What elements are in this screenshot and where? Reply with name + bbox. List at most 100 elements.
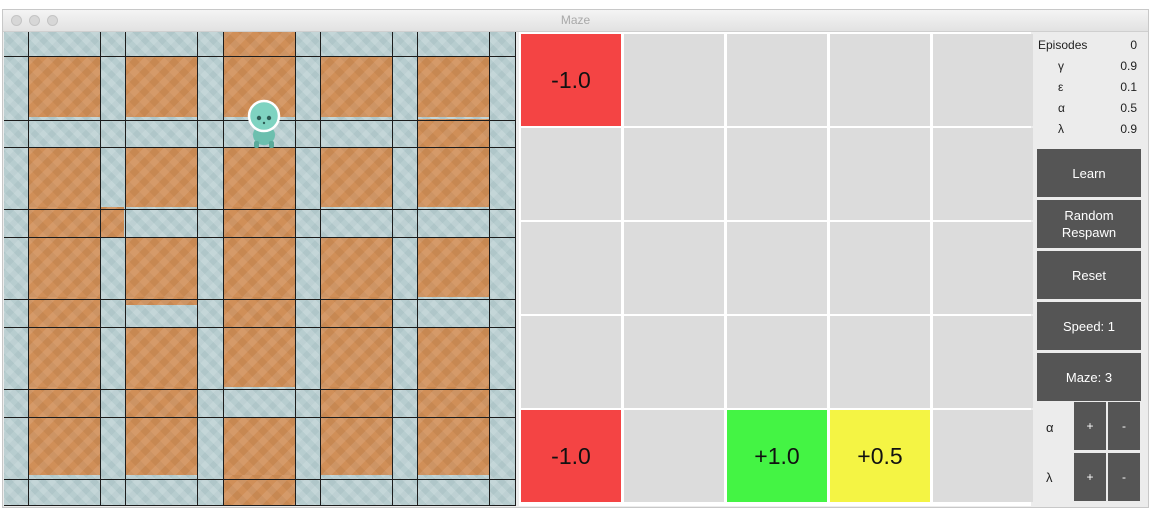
floor-tile <box>417 57 489 117</box>
value-cell: +1.0 <box>727 410 827 502</box>
value-grid: -1.0 -1.0 +1.0 +0.5 <box>519 32 1033 506</box>
floor-tile <box>320 417 392 475</box>
floor-tile <box>417 147 489 207</box>
floor-tile <box>320 57 392 117</box>
maze-grid-line <box>4 209 516 210</box>
value-cell <box>727 34 827 126</box>
maze-grid-line <box>4 56 516 57</box>
value-cell <box>624 316 724 408</box>
value-cell <box>933 316 1033 408</box>
alpha-decrease-button[interactable]: - <box>1108 402 1140 450</box>
floor-passage <box>223 207 295 237</box>
stat-label: λ <box>1058 122 1064 136</box>
value-cell <box>727 316 827 408</box>
stat-label: Episodes <box>1038 38 1088 52</box>
floor-tile <box>28 57 100 117</box>
value-cell <box>933 222 1033 314</box>
stat-value: 0.9 <box>1120 59 1137 73</box>
stat-row: Episodes 0 <box>1034 38 1147 58</box>
value-cell <box>624 222 724 314</box>
stat-row: γ 0.9 <box>1034 59 1147 79</box>
close-window-button[interactable] <box>11 15 22 26</box>
lambda-param-label: λ <box>1046 470 1053 485</box>
value-cell <box>727 222 827 314</box>
floor-passage <box>125 297 197 305</box>
floor-tile <box>28 417 100 475</box>
floor-passage <box>417 119 489 147</box>
floor-tile <box>125 237 197 297</box>
stat-row: λ 0.9 <box>1034 122 1147 142</box>
stat-value: 0.1 <box>1120 80 1137 94</box>
value-cell <box>830 316 930 408</box>
maze-grid-line <box>320 32 321 506</box>
floor-passage <box>223 32 295 57</box>
floor-tile <box>125 327 197 387</box>
value-cell <box>521 222 621 314</box>
speed-button[interactable]: Speed: 1 <box>1037 302 1141 350</box>
stat-row: ε 0.1 <box>1034 80 1147 100</box>
alpha-increase-button[interactable]: + <box>1074 402 1106 450</box>
maze-grid-line <box>4 327 516 328</box>
floor-tile <box>125 417 197 475</box>
learn-button[interactable]: Learn <box>1037 149 1141 197</box>
maze-grid-line <box>417 32 418 506</box>
value-cell <box>830 222 930 314</box>
value-cell: -1.0 <box>521 34 621 126</box>
floor-passage <box>125 387 197 417</box>
value-cell <box>624 34 724 126</box>
maze-grid-line <box>295 32 296 506</box>
floor-tile <box>417 327 489 387</box>
lambda-decrease-button[interactable]: - <box>1108 453 1140 501</box>
alpha-param-label: α <box>1046 420 1054 435</box>
reset-button[interactable]: Reset <box>1037 251 1141 299</box>
value-cell <box>624 410 724 502</box>
maze-grid-line <box>125 32 126 506</box>
maze-grid-line <box>197 32 198 506</box>
stat-value: 0.9 <box>1120 122 1137 136</box>
maze-grid-line <box>28 32 29 506</box>
value-cell <box>521 128 621 220</box>
floor-passage <box>28 207 124 237</box>
floor-tile <box>125 147 197 207</box>
maze-grid-line <box>4 299 516 300</box>
floor-passage <box>28 387 100 417</box>
stat-label: ε <box>1058 80 1064 94</box>
maze-grid-line <box>515 32 516 506</box>
maze-button[interactable]: Maze: 3 <box>1037 353 1141 401</box>
floor-tile <box>320 147 392 207</box>
lambda-increase-button[interactable]: + <box>1074 453 1106 501</box>
maze-grid-line <box>100 32 101 506</box>
agent-icon <box>247 99 281 148</box>
maze-grid-line <box>4 389 516 390</box>
maze-grid-line <box>4 147 516 148</box>
value-cell: -1.0 <box>521 410 621 502</box>
maze-grid-line <box>4 417 516 418</box>
minimize-window-button[interactable] <box>29 15 40 26</box>
maze-grid-line <box>4 237 516 238</box>
value-cell: +0.5 <box>830 410 930 502</box>
value-cell <box>727 128 827 220</box>
zoom-window-button[interactable] <box>47 15 58 26</box>
maze-grid-line <box>4 505 516 506</box>
floor-passage <box>320 297 392 327</box>
floor-tile <box>223 417 295 475</box>
random-respawn-button[interactable]: Random Respawn <box>1037 200 1141 248</box>
stat-value: 0.5 <box>1120 101 1137 115</box>
floor-passage <box>28 297 100 327</box>
floor-passage <box>417 387 489 417</box>
maze-grid-line <box>392 32 393 506</box>
value-cell <box>830 34 930 126</box>
stat-row: α 0.5 <box>1034 101 1147 121</box>
floor-tile <box>320 237 392 297</box>
floor-passage <box>223 475 295 506</box>
title-bar: Maze <box>3 10 1148 32</box>
floor-tile <box>320 327 392 387</box>
floor-tile <box>28 147 100 207</box>
window-title: Maze <box>560 13 591 27</box>
value-cell <box>624 128 724 220</box>
stat-label: γ <box>1058 59 1064 73</box>
floor-tile <box>223 237 295 297</box>
value-cell <box>933 34 1033 126</box>
value-cell <box>830 128 930 220</box>
floor-tile <box>223 327 295 387</box>
